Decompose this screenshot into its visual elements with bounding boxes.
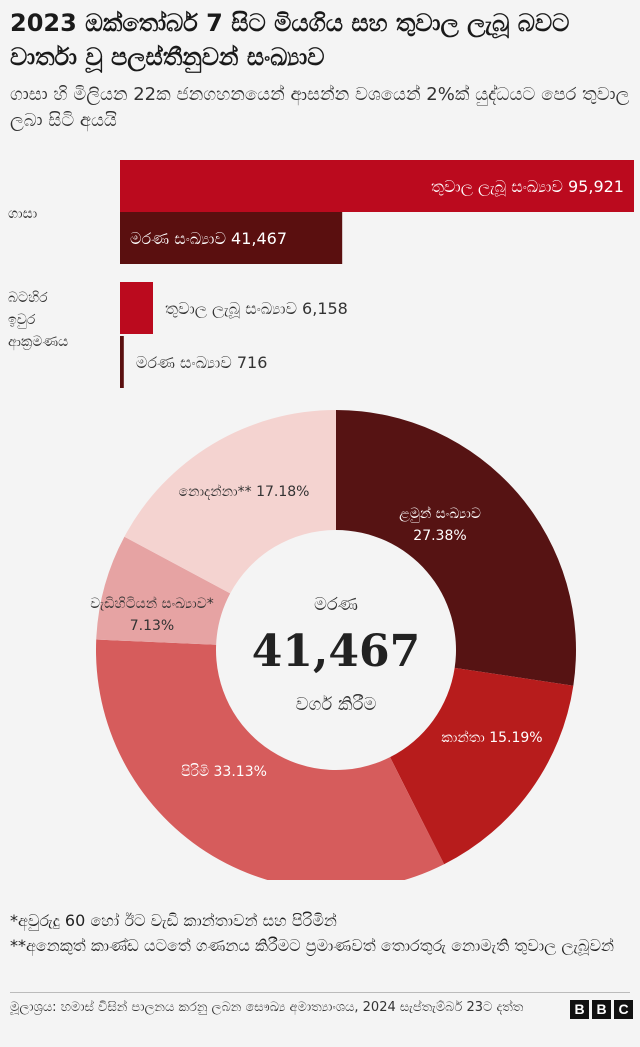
bar-value-label: මරණ සංඛ්‍යාව 41,467	[130, 229, 287, 248]
chart-subtitle: ගාසා හි මිලියන 22ක ජනගහනයෙන් ආසන්න වශයෙන…	[10, 84, 630, 131]
bar-chart: ගාසා තුවාල ලැබූ සංඛ්‍යාව 95,921 මරණ සංඛ්‍ය…	[8, 160, 634, 388]
donut-center-sublabel: වර්ග කිරීම	[296, 694, 377, 715]
bar-value-label: තුවාල ලැබූ සංඛ්‍යාව 95,921	[431, 177, 624, 197]
footnote-unknown: **අනෙකුත් කාණ්ඩ යටතේ ගණනය කිරීමට ප්‍රමාණ…	[10, 936, 614, 955]
bar	[120, 160, 634, 212]
footnotes: *අවුරුදු 60 හෝ ඊට වැඩි කාන්තාවන් සහ පිරි…	[10, 908, 630, 958]
bar-category-label: බටහිර ඉවුර ආක්‍රමණය	[8, 290, 68, 351]
donut-slice	[124, 410, 337, 594]
bar-value-label: මරණ සංඛ්‍යාව 716	[136, 353, 268, 372]
footnote-elderly: *අවුරුදු 60 හෝ ඊට වැඩි කාන්තාවන් සහ පිරි…	[10, 911, 337, 930]
bar	[120, 282, 153, 334]
bbc-logo-letter: B	[592, 1000, 611, 1019]
source-note: මූලාශ්‍රය: හමාස් විසින් පාලනය කරනු ලබන ස…	[10, 1000, 524, 1015]
donut-slice	[390, 667, 574, 865]
donut-slice	[96, 639, 445, 880]
slice-label: නොදන්නා** 17.18%	[179, 484, 310, 500]
slice-label: ළමුන් සංඛ්‍යාව 27.38%	[399, 506, 481, 544]
bbc-logo: B B C	[570, 1000, 633, 1019]
footer-divider	[10, 992, 630, 993]
slice-label: කාන්තා 15.19%	[441, 730, 542, 746]
donut-chart: ළමුන් සංඛ්‍යාව 27.38% කාන්තා 15.19% පිරිමි …	[90, 410, 577, 880]
donut-slice	[336, 410, 577, 686]
bar	[120, 336, 124, 388]
chart-title: 2023 ඔක්තෝබර් 7 සිට මියගිය සහ තුවාල ලැබූ…	[10, 9, 570, 71]
bar-value-label: තුවාල ලැබූ සංඛ්‍යාව 6,158	[165, 299, 348, 319]
bar-category-label: ගාසා	[8, 206, 38, 222]
donut-slice	[96, 536, 231, 645]
donut-center-value: 41,467	[252, 626, 420, 677]
slice-label: වැඩිහිටියන් සංඛ්‍යාව* 7.13%	[90, 596, 214, 634]
bbc-logo-letter: B	[570, 1000, 589, 1019]
donut-center-label: මරණ	[314, 594, 358, 615]
bbc-logo-letter: C	[614, 1000, 633, 1019]
slice-label: පිරිමි 33.13%	[181, 764, 267, 780]
bar	[120, 212, 343, 264]
